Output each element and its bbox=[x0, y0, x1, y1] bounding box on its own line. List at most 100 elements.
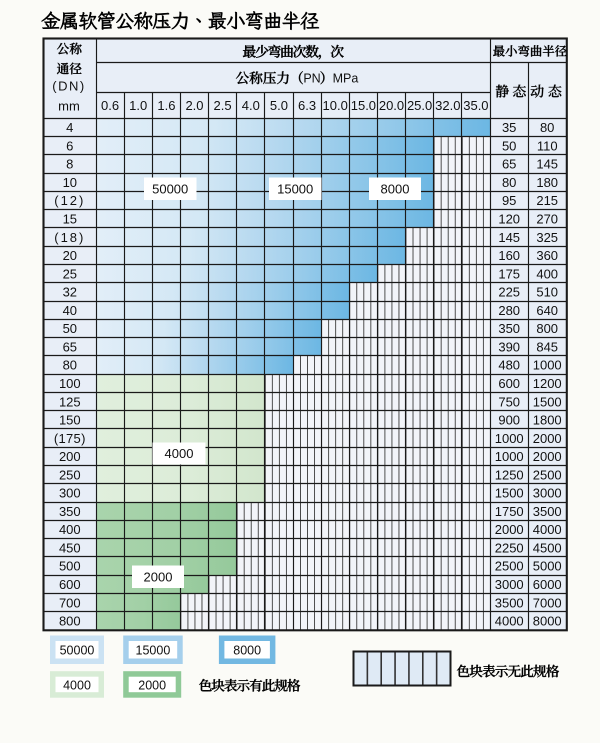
svg-text:300: 300 bbox=[59, 486, 81, 501]
svg-text:MPa: MPa bbox=[333, 72, 359, 86]
svg-text:20: 20 bbox=[63, 248, 77, 263]
svg-text:6.3: 6.3 bbox=[298, 98, 316, 113]
svg-text:5.0: 5.0 bbox=[270, 98, 288, 113]
svg-text:40: 40 bbox=[63, 303, 77, 318]
svg-text:2000: 2000 bbox=[533, 431, 562, 446]
svg-text:50: 50 bbox=[502, 138, 516, 153]
svg-text:2.0: 2.0 bbox=[185, 98, 203, 113]
svg-text:5000: 5000 bbox=[533, 559, 562, 574]
svg-text:145: 145 bbox=[536, 157, 558, 172]
svg-text:200: 200 bbox=[59, 449, 81, 464]
svg-text:270: 270 bbox=[536, 212, 558, 227]
svg-text:350: 350 bbox=[59, 504, 81, 519]
svg-text:80: 80 bbox=[63, 358, 77, 373]
svg-text:2500: 2500 bbox=[495, 559, 524, 574]
svg-text:80: 80 bbox=[540, 120, 554, 135]
svg-text:120: 120 bbox=[498, 212, 520, 227]
svg-text:1500: 1500 bbox=[495, 486, 524, 501]
svg-text:350: 350 bbox=[498, 321, 520, 336]
svg-text:3500: 3500 bbox=[533, 504, 562, 519]
svg-text:0.6: 0.6 bbox=[101, 98, 119, 113]
svg-text:450: 450 bbox=[59, 541, 81, 556]
svg-text:4500: 4500 bbox=[533, 541, 562, 556]
svg-text:3000: 3000 bbox=[533, 486, 562, 501]
svg-text:640: 640 bbox=[536, 303, 558, 318]
svg-text:1.6: 1.6 bbox=[157, 98, 175, 113]
svg-text:2000: 2000 bbox=[533, 449, 562, 464]
svg-text:(175): (175) bbox=[54, 431, 86, 446]
svg-text:(DN): (DN) bbox=[52, 78, 85, 93]
svg-text:15000: 15000 bbox=[277, 181, 313, 196]
svg-text:6000: 6000 bbox=[533, 577, 562, 592]
svg-text:15.0: 15.0 bbox=[351, 98, 376, 113]
svg-text:2250: 2250 bbox=[495, 541, 524, 556]
svg-text:8000: 8000 bbox=[233, 644, 261, 658]
svg-text:4.0: 4.0 bbox=[242, 98, 260, 113]
svg-text:8000: 8000 bbox=[381, 181, 410, 196]
svg-text:65: 65 bbox=[63, 339, 77, 354]
svg-text:4000: 4000 bbox=[495, 614, 524, 629]
svg-text:(18): (18) bbox=[54, 230, 85, 245]
svg-text:280: 280 bbox=[498, 303, 520, 318]
svg-text:3500: 3500 bbox=[495, 595, 524, 610]
svg-text:845: 845 bbox=[536, 339, 558, 354]
svg-text:4000: 4000 bbox=[533, 522, 562, 537]
svg-text:125: 125 bbox=[59, 394, 81, 409]
svg-text:32.0: 32.0 bbox=[435, 98, 460, 113]
svg-text:500: 500 bbox=[59, 559, 81, 574]
svg-text:10.0: 10.0 bbox=[323, 98, 348, 113]
svg-text:225: 225 bbox=[498, 285, 520, 300]
svg-text:mm: mm bbox=[58, 98, 80, 113]
svg-text:510: 510 bbox=[536, 285, 558, 300]
svg-text:800: 800 bbox=[536, 321, 558, 336]
svg-text:900: 900 bbox=[498, 413, 520, 428]
svg-text:8: 8 bbox=[66, 157, 73, 172]
svg-text:800: 800 bbox=[59, 614, 81, 629]
svg-text:1800: 1800 bbox=[533, 413, 562, 428]
svg-text:15000: 15000 bbox=[136, 644, 171, 658]
svg-text:95: 95 bbox=[502, 193, 516, 208]
svg-text:480: 480 bbox=[498, 358, 520, 373]
svg-text:100: 100 bbox=[59, 376, 81, 391]
svg-text:80: 80 bbox=[502, 175, 516, 190]
svg-text:175: 175 bbox=[498, 266, 520, 281]
svg-text:50000: 50000 bbox=[152, 181, 188, 196]
svg-text:160: 160 bbox=[498, 248, 520, 263]
svg-text:1750: 1750 bbox=[495, 504, 524, 519]
svg-text:750: 750 bbox=[498, 394, 520, 409]
svg-text:65: 65 bbox=[502, 157, 516, 172]
svg-text:325: 325 bbox=[536, 230, 558, 245]
svg-text:215: 215 bbox=[536, 193, 558, 208]
svg-text:250: 250 bbox=[59, 467, 81, 482]
svg-text:400: 400 bbox=[59, 522, 81, 537]
svg-text:35.0: 35.0 bbox=[463, 98, 488, 113]
svg-text:390: 390 bbox=[498, 339, 520, 354]
svg-text:2000: 2000 bbox=[495, 522, 524, 537]
svg-text:110: 110 bbox=[537, 138, 558, 153]
svg-text:35: 35 bbox=[502, 120, 516, 135]
svg-text:600: 600 bbox=[498, 376, 520, 391]
svg-text:4: 4 bbox=[66, 120, 73, 135]
svg-text:2000: 2000 bbox=[144, 570, 173, 585]
svg-text:3000: 3000 bbox=[495, 577, 524, 592]
svg-text:145: 145 bbox=[498, 230, 520, 245]
svg-text:32: 32 bbox=[63, 285, 77, 300]
svg-text:1000: 1000 bbox=[533, 358, 562, 373]
svg-text:25.0: 25.0 bbox=[407, 98, 432, 113]
svg-text:2500: 2500 bbox=[533, 467, 562, 482]
svg-text:1500: 1500 bbox=[533, 394, 562, 409]
svg-text:1250: 1250 bbox=[495, 467, 524, 482]
svg-text:1.0: 1.0 bbox=[129, 98, 147, 113]
svg-text:10: 10 bbox=[63, 175, 77, 190]
svg-text:2000: 2000 bbox=[138, 678, 166, 692]
svg-text:15: 15 bbox=[63, 212, 77, 227]
svg-text:6: 6 bbox=[66, 138, 73, 153]
svg-text:8000: 8000 bbox=[533, 614, 562, 629]
svg-text:1200: 1200 bbox=[533, 376, 562, 391]
svg-text:PN: PN bbox=[303, 72, 320, 86]
svg-text:360: 360 bbox=[536, 248, 558, 263]
svg-text:600: 600 bbox=[59, 577, 81, 592]
svg-text:25: 25 bbox=[63, 266, 77, 281]
svg-text:7000: 7000 bbox=[533, 595, 562, 610]
svg-text:180: 180 bbox=[536, 175, 558, 190]
